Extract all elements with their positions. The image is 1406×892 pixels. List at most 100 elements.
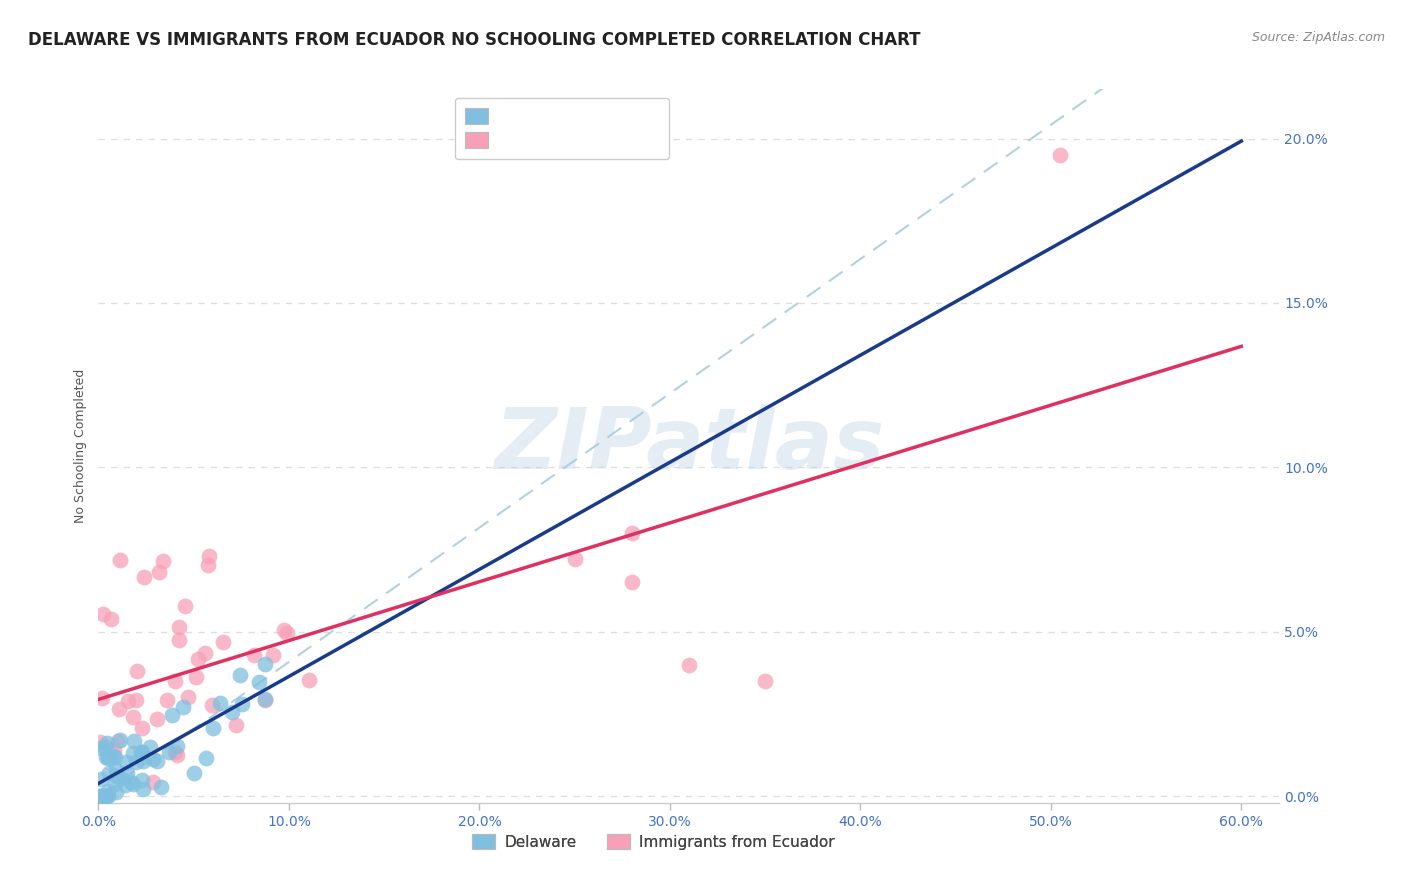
Point	[678, 657, 700, 672]
Point	[127, 664, 149, 678]
Point	[208, 696, 231, 710]
Point	[131, 746, 153, 760]
Text: R =  0.511   N = 56: R = 0.511 N = 56	[496, 108, 659, 126]
Point	[167, 620, 190, 634]
Point	[105, 785, 128, 799]
Point	[131, 773, 153, 788]
Point	[225, 718, 247, 732]
Point	[197, 558, 219, 572]
Point	[100, 612, 122, 626]
Point	[276, 625, 298, 640]
Point	[273, 623, 295, 637]
Point	[139, 740, 162, 755]
Point	[108, 732, 131, 747]
Point	[177, 690, 200, 705]
Point	[564, 552, 586, 566]
Point	[146, 754, 169, 768]
Point	[96, 736, 118, 750]
Point	[103, 743, 125, 757]
Point	[104, 777, 127, 791]
Point	[125, 693, 148, 707]
Point	[89, 789, 111, 804]
Point	[110, 771, 132, 785]
Point	[262, 648, 284, 663]
Point	[194, 751, 217, 765]
Text: ZIPatlas: ZIPatlas	[494, 404, 884, 488]
Point	[115, 755, 138, 769]
Point	[90, 690, 112, 705]
Y-axis label: No Schooling Completed: No Schooling Completed	[75, 369, 87, 523]
Point	[173, 699, 195, 714]
Point	[221, 706, 243, 720]
Point	[132, 569, 155, 583]
Point	[117, 765, 139, 780]
Point	[120, 775, 142, 789]
Point	[98, 750, 121, 764]
Point	[104, 763, 127, 777]
Point	[150, 780, 173, 795]
Point	[253, 692, 276, 706]
Point	[186, 670, 208, 684]
Point	[90, 772, 112, 786]
Point	[247, 675, 270, 690]
Point	[108, 701, 131, 715]
Point	[163, 745, 186, 759]
Text: R =  0.657   N = 47: R = 0.657 N = 47	[496, 131, 659, 149]
Point	[754, 674, 776, 689]
Legend: Delaware, Immigrants from Ecuador: Delaware, Immigrants from Ecuador	[467, 828, 841, 855]
Point	[90, 740, 112, 755]
Point	[160, 708, 183, 723]
Point	[89, 735, 111, 749]
Point	[166, 739, 188, 753]
Point	[254, 657, 277, 672]
Point	[200, 698, 222, 712]
Point	[166, 747, 188, 762]
Point	[117, 694, 139, 708]
Point	[94, 789, 117, 804]
Point	[620, 526, 643, 541]
Point	[187, 652, 209, 666]
Point	[104, 769, 127, 783]
Point	[129, 745, 152, 759]
Point	[231, 697, 253, 711]
Point	[201, 721, 224, 735]
Point	[97, 784, 120, 798]
Point	[121, 777, 143, 791]
Point	[122, 733, 145, 747]
Point	[152, 554, 174, 568]
Point	[242, 648, 264, 662]
Point	[253, 692, 276, 706]
Point	[198, 549, 221, 564]
Point	[132, 782, 155, 797]
Point	[91, 607, 114, 621]
Point	[91, 789, 114, 804]
Point	[98, 766, 121, 780]
Point	[159, 745, 181, 759]
Point	[114, 778, 136, 792]
Point	[142, 774, 165, 789]
Point	[298, 673, 321, 687]
Point	[96, 789, 118, 804]
Point	[132, 755, 155, 769]
Point	[104, 750, 127, 764]
Point	[97, 789, 120, 804]
Point	[173, 599, 195, 614]
Point	[125, 756, 148, 770]
Text: DELAWARE VS IMMIGRANTS FROM ECUADOR NO SCHOOLING COMPLETED CORRELATION CHART: DELAWARE VS IMMIGRANTS FROM ECUADOR NO S…	[28, 31, 921, 49]
Point	[148, 565, 170, 579]
Point	[163, 673, 186, 688]
Point	[122, 710, 145, 724]
Point	[90, 789, 112, 804]
Point	[89, 789, 111, 804]
Point	[211, 635, 233, 649]
Point	[155, 693, 177, 707]
Point	[101, 749, 124, 764]
Point	[93, 739, 115, 754]
Point	[97, 751, 120, 765]
Point	[167, 633, 190, 648]
Point	[620, 575, 643, 590]
Point	[107, 734, 129, 748]
Point	[131, 747, 153, 761]
Text: Source: ZipAtlas.com: Source: ZipAtlas.com	[1251, 31, 1385, 45]
Point	[1049, 148, 1071, 162]
